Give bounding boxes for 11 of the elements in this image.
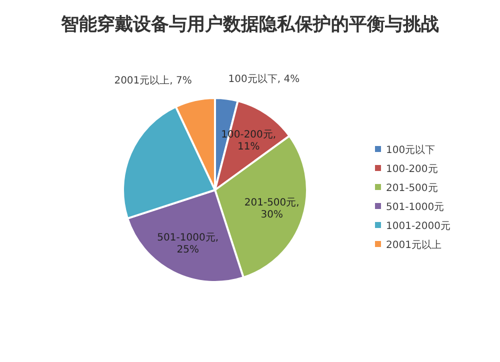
legend-label: 501-1000元: [386, 202, 444, 213]
data-label: 201-500元, 30%: [244, 197, 300, 220]
legend-label: 100-200元: [386, 164, 438, 175]
legend-label: 201-500元: [386, 183, 438, 194]
data-label: 2001元以上, 7%: [114, 74, 192, 87]
legend-label: 1001-2000元: [386, 221, 451, 232]
legend-label: 2001元以上: [386, 239, 442, 251]
data-label: 501-1000元, 25%: [157, 232, 219, 256]
chart-title: 智能穿戴设备与用户数据隐私保护的平衡与挑战: [60, 14, 439, 35]
data-label: 100元以下, 4%: [228, 72, 300, 85]
legend-label: 100元以下: [386, 144, 436, 156]
